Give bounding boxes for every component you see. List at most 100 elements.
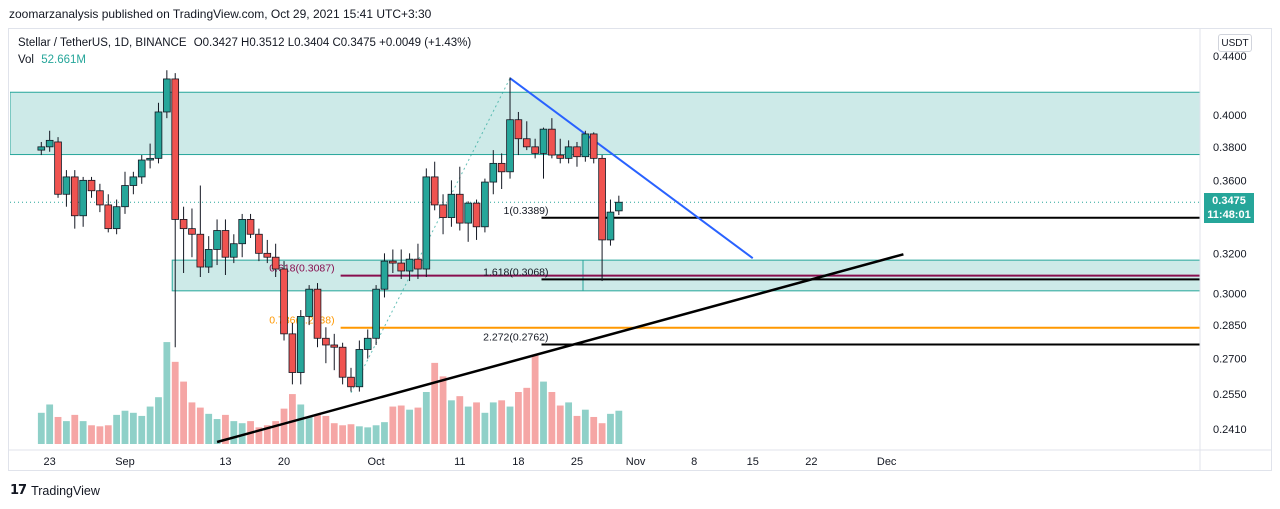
volume-bar <box>481 412 489 444</box>
candle-body <box>70 176 79 217</box>
candle-body <box>87 179 96 192</box>
candle-body <box>179 219 188 230</box>
time-tick-label: 15 <box>747 456 759 468</box>
volume-bar <box>263 425 271 444</box>
candle-body <box>163 78 171 113</box>
candle-body <box>589 133 598 159</box>
time-tick-label: 13 <box>219 456 231 468</box>
candle-body <box>54 141 62 195</box>
candle-body <box>154 111 163 159</box>
volume-bar <box>79 421 87 444</box>
candle-body <box>146 157 154 161</box>
volume-bar <box>230 421 238 444</box>
time-axis: 23 Sep 13 20 Oct 11 18 25 Nov 8 15 22 Dec <box>8 449 1271 468</box>
candle <box>70 170 79 229</box>
volume-bar <box>155 397 162 444</box>
candle-body <box>564 146 573 159</box>
volume-bar <box>489 402 497 444</box>
volume-bar <box>364 427 372 444</box>
candle <box>355 340 364 392</box>
candle-body <box>464 202 472 224</box>
time-tick-label: Dec <box>877 456 897 468</box>
candle-body <box>171 78 180 220</box>
time-tick-label: 20 <box>278 456 290 468</box>
price-tick-label: 0.3200 <box>1213 248 1247 260</box>
tradingview-logo-icon: 17 <box>10 483 27 498</box>
candle-body <box>414 258 422 270</box>
last-price-tag: 0.3475 11:48:01 <box>1204 193 1254 224</box>
candle-body <box>522 138 531 148</box>
candle <box>263 239 272 264</box>
level-label: 1(0.3389) <box>504 205 549 217</box>
candle <box>372 285 380 345</box>
candle-body <box>439 204 447 218</box>
volume-bar <box>171 361 179 444</box>
candle-body <box>296 316 305 373</box>
volume-bar <box>272 421 280 444</box>
time-tick-label: Nov <box>626 456 646 468</box>
volume-bar <box>305 416 313 444</box>
volume-bar <box>63 421 70 444</box>
candle <box>389 249 397 273</box>
candle <box>514 111 523 156</box>
candle-body <box>221 230 230 258</box>
levels-layer: 0.618(0.3087)0.786(0.2838)1(0.3389)1.618… <box>10 201 1200 346</box>
candle-body <box>355 349 364 388</box>
volume-bar <box>330 423 338 444</box>
candle <box>163 70 171 119</box>
candle <box>288 322 297 385</box>
candle <box>188 208 196 258</box>
volume-bar <box>540 381 547 444</box>
price-tick-label: 0.3000 <box>1213 288 1247 300</box>
candle-body <box>246 219 255 235</box>
legend-symbol: Stellar / TetherUS, 1D, BINANCE <box>18 37 187 49</box>
volume-bar <box>389 406 397 444</box>
volume-bar <box>556 405 564 444</box>
volume-bar <box>113 414 121 444</box>
price-axis: 0.4400 0.4000 0.3800 0.3600 0.3200 0.3000 0.28… <box>1199 29 1247 470</box>
level-label: 1.618(0.3068) <box>483 266 548 278</box>
volume-bar <box>88 425 95 444</box>
candle <box>54 137 62 198</box>
candle <box>430 161 439 211</box>
volume-bar <box>598 423 606 444</box>
candle-body <box>137 159 146 178</box>
candle-body <box>104 204 113 230</box>
candle-body <box>271 256 280 270</box>
candle <box>472 199 481 240</box>
candle-body <box>405 258 414 272</box>
price-tick-label: 0.4000 <box>1213 110 1247 122</box>
price-tick-label: 0.3600 <box>1213 175 1247 187</box>
candle-body <box>330 344 339 348</box>
candle <box>37 141 46 156</box>
publisher-line: zoomarzanalysis published on TradingView… <box>9 7 432 21</box>
candle <box>45 130 54 152</box>
candle <box>213 219 221 266</box>
volume-bar <box>422 392 430 444</box>
candle <box>380 253 389 298</box>
candle <box>489 150 498 195</box>
candle-body <box>539 128 548 154</box>
legend: Stellar / TetherUS, 1D, BINANCE O0.3427 … <box>18 35 471 69</box>
candle-body <box>313 288 322 339</box>
candle <box>548 118 556 159</box>
volume-bar <box>464 406 472 444</box>
candle-body <box>255 233 263 254</box>
candle-body <box>598 157 606 241</box>
candle <box>573 141 581 167</box>
candle-body <box>372 288 380 339</box>
tradingview-brand[interactable]: 17 TradingView <box>10 483 100 498</box>
candle-body <box>305 288 313 317</box>
candle <box>154 102 163 164</box>
volume-bar <box>523 387 531 444</box>
currency-button[interactable]: USDT <box>1218 34 1252 52</box>
time-tick-label: Sep <box>115 456 135 468</box>
volume-bar <box>121 410 129 444</box>
candle-body <box>45 139 54 148</box>
price-tick-label: 0.2410 <box>1213 424 1247 436</box>
legend-volume-value: 52.661M <box>41 54 86 66</box>
brand-name: TradingView <box>31 483 100 498</box>
volume-bar <box>514 392 522 444</box>
price-tick-label: 0.3800 <box>1213 142 1247 154</box>
